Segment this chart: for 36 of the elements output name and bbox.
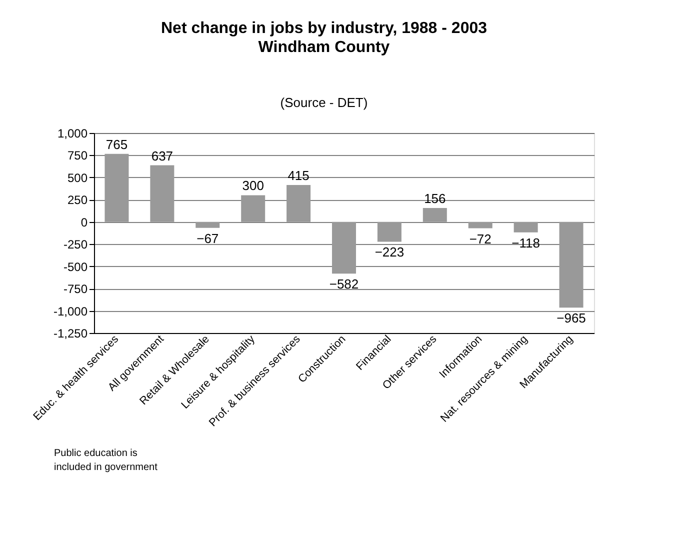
bar [514, 222, 538, 232]
y-tick-label: 0 [80, 215, 88, 230]
y-tick-label: -1,000 [53, 304, 88, 318]
data-label: 156 [424, 191, 446, 206]
bar [150, 165, 174, 222]
bar [332, 222, 356, 274]
bar [104, 154, 129, 222]
y-tick-label: 250 [67, 193, 88, 208]
data-label: −223 [374, 244, 404, 260]
bar [196, 222, 220, 228]
y-tick-label: -750 [63, 282, 88, 296]
bar [559, 222, 584, 308]
bar [377, 222, 402, 242]
data-label: 300 [242, 178, 264, 194]
text: Public education is included in government [54, 448, 158, 473]
data-label: −72 [469, 231, 492, 246]
bar [286, 185, 311, 222]
bar [241, 195, 266, 222]
y-tick-label: 500 [67, 170, 88, 185]
text: (Source - DET) [280, 95, 368, 110]
y-tick-label: -250 [63, 238, 88, 252]
y-tick-label: 750 [67, 148, 88, 163]
chart-subtitle: Windham County [258, 39, 390, 56]
bar [422, 208, 447, 222]
y-tick-label: -1,250 [53, 326, 88, 340]
data-label: −118 [512, 235, 540, 250]
y-tick-label: -500 [63, 260, 88, 274]
y-tick-label: 1,000 [57, 126, 88, 140]
bar [468, 222, 492, 228]
data-label: 637 [151, 148, 174, 164]
data-label: −965 [556, 310, 586, 326]
data-label: 765 [106, 136, 128, 152]
data-label: 415 [288, 168, 310, 183]
data-label: −67 [196, 230, 219, 246]
chart-title: Net change in jobs by industry, 1988 - 2003 [160, 20, 488, 37]
data-label: −582 [329, 276, 359, 292]
